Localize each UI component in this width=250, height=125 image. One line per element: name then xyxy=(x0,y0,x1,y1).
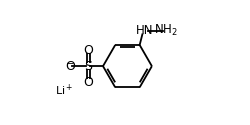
Text: S: S xyxy=(84,60,92,73)
Text: NH$_2$: NH$_2$ xyxy=(154,23,178,38)
Text: O: O xyxy=(84,44,93,57)
Text: O: O xyxy=(84,76,93,88)
Text: HN: HN xyxy=(136,24,153,38)
Text: O: O xyxy=(65,60,75,73)
Text: Li$^+$: Li$^+$ xyxy=(55,83,74,98)
Text: −: − xyxy=(66,59,74,69)
